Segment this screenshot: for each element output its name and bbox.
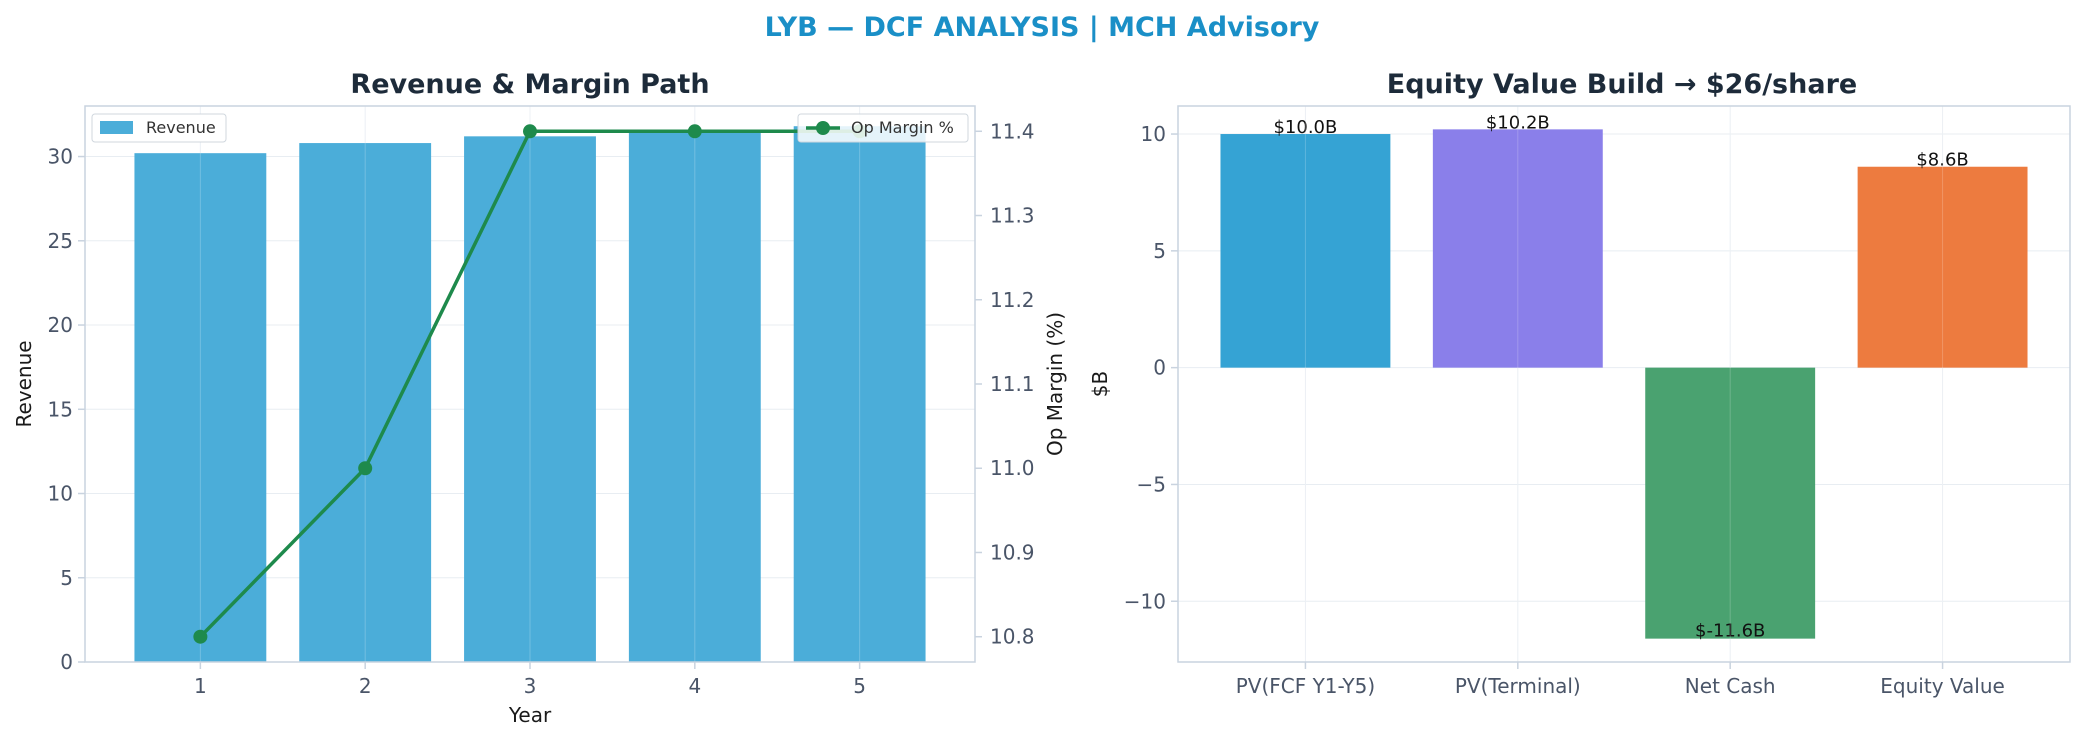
revenue-legend: Revenue <box>91 113 227 143</box>
equity-chart-frame <box>1177 105 2071 663</box>
revenue-legend-label: Revenue <box>146 118 216 137</box>
revenue-bar <box>134 153 267 662</box>
op-margin-point <box>193 629 208 644</box>
revenue-tick-label: 20 <box>48 313 73 337</box>
revenue-tick-label: 30 <box>48 145 73 169</box>
equity-tick-label: 5 <box>1153 239 1166 263</box>
op-margin-tick-label: 11.0 <box>990 456 1035 480</box>
equity-tick-label: 0 <box>1153 356 1166 380</box>
equity-value-value-label: $8.6B <box>1916 150 1968 171</box>
op-margin-tick-label: 11.2 <box>990 288 1035 312</box>
revenue-tick-label: 5 <box>60 566 73 590</box>
pv-fcf-value-label: $10.0B <box>1273 117 1337 138</box>
revenue-y-ticks: 0 5 10 15 20 25 30 <box>48 145 85 674</box>
revenue-tick-label: 25 <box>48 229 73 253</box>
revenue-tick-label: 10 <box>48 482 73 506</box>
op-margin-tick-label: 10.9 <box>990 540 1035 564</box>
revenue-margin-chart-title: Revenue & Margin Path <box>350 69 709 100</box>
op-margin-tick-label: 11.1 <box>990 372 1035 396</box>
equity-chart-ylabel: $B <box>1088 371 1112 397</box>
revenue-legend-swatch <box>100 121 133 134</box>
op-margin-legend: Op Margin % <box>797 113 969 143</box>
equity-tick-label: 10 <box>1141 122 1166 146</box>
op-margin-legend-label: Op Margin % <box>851 118 954 137</box>
equity-y-ticks: −10 −5 0 5 10 <box>1124 122 1178 613</box>
op-margin-tick-label: 11.3 <box>990 204 1035 228</box>
revenue-bar <box>299 143 432 663</box>
year-tick-label: 2 <box>359 674 372 698</box>
op-margin-point <box>358 461 373 476</box>
revenue-chart-xlabel: Year <box>508 703 552 727</box>
equity-build-chart-title: Equity Value Build → $26/share <box>1387 69 1857 100</box>
revenue-chart-ylabel: Revenue <box>12 340 36 427</box>
year-tick-label: 4 <box>688 674 701 698</box>
revenue-bar <box>628 131 761 663</box>
op-margin-tick-label: 10.8 <box>990 625 1035 649</box>
net-cash-bar <box>1645 367 1816 639</box>
year-tick-label: 1 <box>194 674 207 698</box>
equity-x-ticks: PV(FCF Y1-Y5) PV(Terminal) Net Cash Equity … <box>1236 662 2005 698</box>
revenue-bars <box>134 106 926 663</box>
pv-terminal-value-label: $10.2B <box>1486 112 1550 133</box>
op-margin-point <box>687 124 702 139</box>
op-margin-point <box>523 124 537 139</box>
equity-x-tick-label: Equity Value <box>1880 674 2005 698</box>
figure-suptitle: LYB — DCF ANALYSIS | MCH Advisory <box>765 12 1320 43</box>
year-tick-label: 3 <box>524 674 537 698</box>
op-margin-legend-marker <box>816 121 830 135</box>
equity-tick-label: −10 <box>1124 589 1166 613</box>
equity-x-tick-label: PV(Terminal) <box>1455 674 1581 698</box>
equity-x-tick-label: Net Cash <box>1685 674 1776 698</box>
equity-value-bar <box>1857 166 2028 368</box>
equity-x-tick-label: PV(FCF Y1-Y5) <box>1236 674 1375 698</box>
year-tick-label: 5 <box>853 674 866 698</box>
revenue-bar <box>793 126 926 662</box>
equity-tick-label: −5 <box>1137 472 1166 496</box>
op-margin-y2label: Op Margin (%) <box>1043 312 1067 456</box>
op-margin-y-ticks: 10.8 10.9 11.0 11.1 11.2 11.3 11.4 <box>975 119 1035 649</box>
revenue-tick-label: 0 <box>60 650 73 674</box>
op-margin-legend-box <box>797 113 969 143</box>
equity-bars: $10.0B $10.2B $-11.6B $8.6B <box>1220 106 2028 662</box>
revenue-tick-label: 15 <box>48 397 73 421</box>
pv-fcf-bar <box>1220 134 1391 368</box>
equity-build-chart: Equity Value Build → $26/share $10.0B $10… <box>1088 69 2071 698</box>
year-x-ticks: 1 2 3 4 5 <box>194 662 866 698</box>
net-cash-value-label: $-11.6B <box>1695 621 1765 642</box>
pv-terminal-bar <box>1432 129 1603 368</box>
op-margin-tick-label: 11.4 <box>990 119 1035 143</box>
